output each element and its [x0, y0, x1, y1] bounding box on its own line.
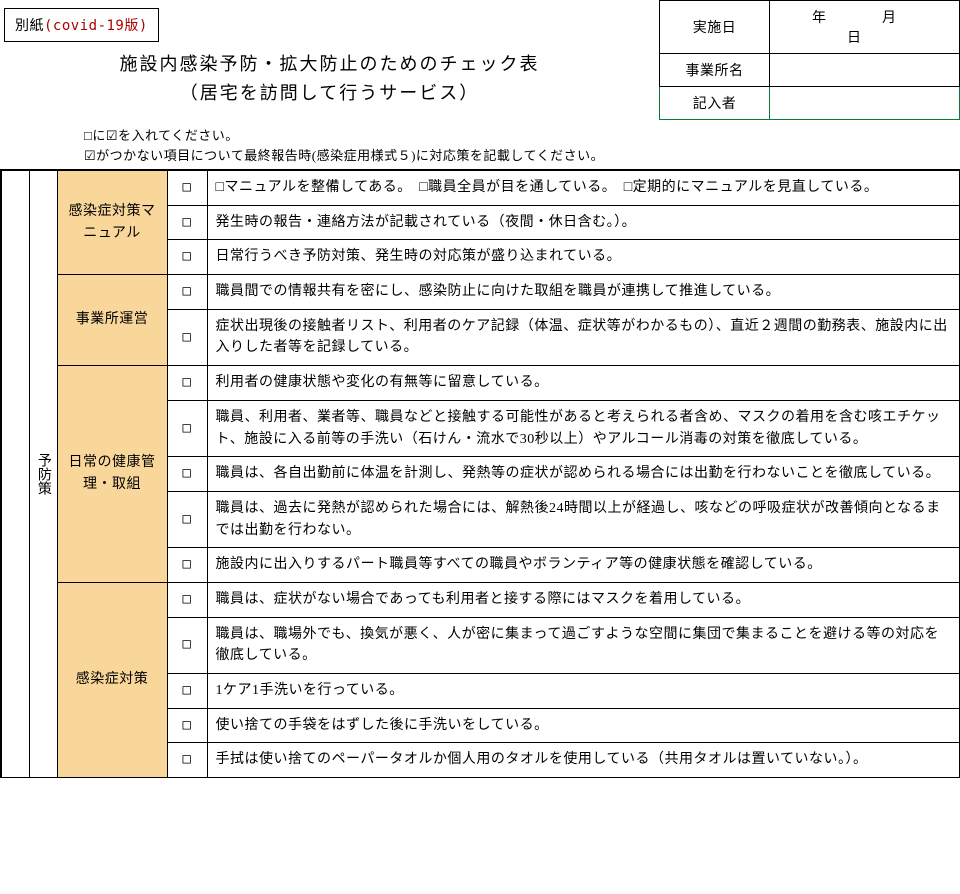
title-block: 施設内感染予防・拡大防止のためのチェック表 （居宅を訪問して行うサービス） — [50, 50, 610, 108]
section-label: 事業所運営 — [57, 275, 167, 366]
recorder-label: 記入者 — [660, 87, 770, 120]
checkbox-cell[interactable]: □ — [167, 617, 207, 673]
section-label: 感染症対策 — [57, 582, 167, 777]
appendix-label: 別紙 — [15, 18, 44, 34]
checkbox-cell[interactable]: □ — [167, 457, 207, 492]
checkbox-cell[interactable]: □ — [167, 548, 207, 583]
item-text: 職員は、症状がない場合であっても利用者と接する際にはマスクを着用している。 — [207, 582, 960, 617]
item-text: 職員は、各自出勤前に体温を計測し、発熱等の症状が認められる場合には出勤を行わない… — [207, 457, 960, 492]
title-line2: （居宅を訪問して行うサービス） — [50, 79, 610, 108]
office-label: 事業所名 — [660, 54, 770, 87]
checkbox-cell[interactable]: □ — [167, 240, 207, 275]
checkbox-cell[interactable]: □ — [167, 674, 207, 709]
section-label: 感染症対策マニュアル — [57, 170, 167, 275]
section-label: 日常の健康管理・取組 — [57, 366, 167, 583]
checkbox-cell[interactable]: □ — [167, 309, 207, 365]
checkbox-cell[interactable]: □ — [167, 400, 207, 456]
date-label: 実施日 — [660, 1, 770, 54]
checkbox-cell[interactable]: □ — [167, 205, 207, 240]
checkbox-cell[interactable]: □ — [167, 491, 207, 547]
item-text: 手拭は使い捨てのペーパータオルか個人用のタオルを使用している（共用タオルは置いて… — [207, 743, 960, 778]
item-text: 日常行うべき予防対策、発生時の対応策が盛り込まれている。 — [207, 240, 960, 275]
item-text: □マニュアルを整備してある。 □職員全員が目を通している。 □定期的にマニュアル… — [207, 170, 960, 205]
item-text: 職員、利用者、業者等、職員などと接触する可能性があると考えられる者含め、マスクの… — [207, 400, 960, 456]
date-info-table: 実施日 年 月 日 事業所名 記入者 — [659, 0, 960, 120]
category-vertical-label: 予防策 — [29, 170, 57, 778]
item-text: 使い捨ての手袋をはずした後に手洗いをしている。 — [207, 708, 960, 743]
recorder-value[interactable] — [770, 87, 960, 120]
item-text: 職員は、過去に発熱が認められた場合には、解熱後24時間以上が経過し、咳などの呼吸… — [207, 491, 960, 547]
left-spacer — [1, 170, 29, 778]
office-value[interactable] — [770, 54, 960, 87]
appendix-version: (covid-19版) — [44, 18, 148, 34]
checkbox-cell[interactable]: □ — [167, 743, 207, 778]
instructions: □に☑を入れてください。 ☑がつかない項目について最終報告時(感染症用様式５)に… — [84, 126, 960, 165]
table-row: 事業所運営□職員間での情報共有を密にし、感染防止に向けた取組を職員が連携して推進… — [1, 275, 960, 310]
item-text: 症状出現後の接触者リスト、利用者のケア記録（体温、症状等がわかるもの）、直近２週… — [207, 309, 960, 365]
checkbox-cell[interactable]: □ — [167, 366, 207, 401]
item-text: 発生時の報告・連絡方法が記載されている（夜間・休日含む。）。 — [207, 205, 960, 240]
note-line1: □に☑を入れてください。 — [84, 126, 960, 146]
table-row: 感染症対策□職員は、症状がない場合であっても利用者と接する際にはマスクを着用して… — [1, 582, 960, 617]
header-area: 別紙(covid-19版) 施設内感染予防・拡大防止のためのチェック表 （居宅を… — [0, 0, 960, 120]
item-text: 職員間での情報共有を密にし、感染防止に向けた取組を職員が連携して推進している。 — [207, 275, 960, 310]
table-row: 予防策感染症対策マニュアル□□マニュアルを整備してある。 □職員全員が目を通して… — [1, 170, 960, 205]
table-row: 日常の健康管理・取組□利用者の健康状態や変化の有無等に留意している。 — [1, 366, 960, 401]
item-text: 施設内に出入りするパート職員等すべての職員やボランティア等の健康状態を確認してい… — [207, 548, 960, 583]
checkbox-cell[interactable]: □ — [167, 708, 207, 743]
item-text: 職員は、職場外でも、換気が悪く、人が密に集まって過ごすような空間に集団で集まるこ… — [207, 617, 960, 673]
date-value[interactable]: 年 月 日 — [770, 1, 960, 54]
note-line2: ☑がつかない項目について最終報告時(感染症用様式５)に対応策を記載してください。 — [84, 146, 960, 166]
checklist-table: 予防策感染症対策マニュアル□□マニュアルを整備してある。 □職員全員が目を通して… — [0, 169, 960, 778]
item-text: 1ケア1手洗いを行っている。 — [207, 674, 960, 709]
checkbox-cell[interactable]: □ — [167, 170, 207, 205]
checkbox-cell[interactable]: □ — [167, 275, 207, 310]
title-line1: 施設内感染予防・拡大防止のためのチェック表 — [50, 50, 610, 79]
checkbox-cell[interactable]: □ — [167, 582, 207, 617]
item-text: 利用者の健康状態や変化の有無等に留意している。 — [207, 366, 960, 401]
appendix-box: 別紙(covid-19版) — [4, 8, 159, 42]
